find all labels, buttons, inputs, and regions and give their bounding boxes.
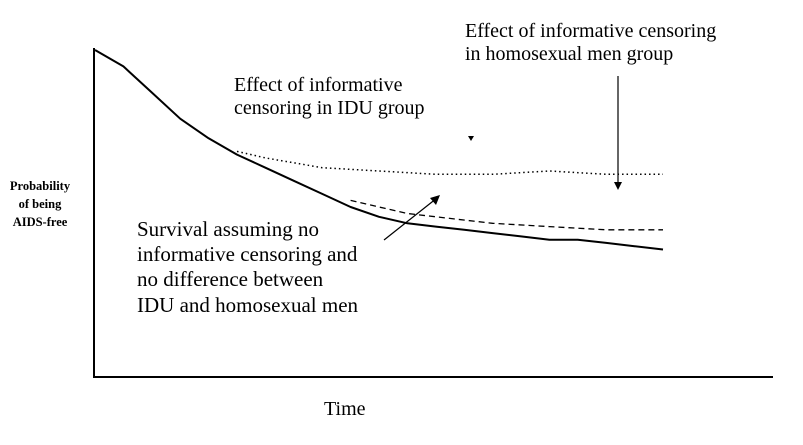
y-axis-label-line-1: Probability	[9, 179, 71, 193]
annotation-survival-line-4: IDU and homosexual men	[137, 292, 359, 317]
annotation-homosexual: Effect of informative censoring in homos…	[465, 20, 716, 66]
arrow-survival-head	[430, 195, 440, 205]
y-axis-label-line-2: of being	[18, 197, 62, 212]
annotation-idu: Effect of informative censoring in IDU g…	[234, 74, 425, 120]
arrow-survival-line	[383, 197, 438, 241]
annotation-idu-line-1: Effect of informative	[234, 74, 403, 96]
annotation-survival-line-1: Survival assuming no	[137, 217, 319, 241]
curves	[94, 49, 664, 251]
annotation-survival-line-3: no difference between	[137, 267, 324, 292]
arrow-homosexual-head	[614, 182, 622, 190]
annotation-homosexual-line-2: in homosexual men group	[465, 43, 674, 65]
curve-solid	[94, 49, 664, 251]
y-axis-label-line-3: AIDS-free	[12, 215, 68, 230]
annotation-survival: Survival assuming no informative censori…	[137, 217, 358, 318]
curve-dotted	[236, 150, 663, 176]
annotation-arrows	[383, 76, 622, 241]
x-axis-label: Time	[324, 398, 366, 420]
arrow-idu-head	[468, 136, 474, 141]
annotation-survival-line-2: informative censoring and	[137, 242, 358, 267]
curve-dashed	[350, 199, 663, 231]
annotation-homosexual-line-1: Effect of informative censoring	[465, 20, 717, 42]
y-axis-label: Probability of being AIDS-free	[0, 177, 80, 231]
annotation-idu-line-2: censoring in IDU group	[234, 97, 425, 119]
